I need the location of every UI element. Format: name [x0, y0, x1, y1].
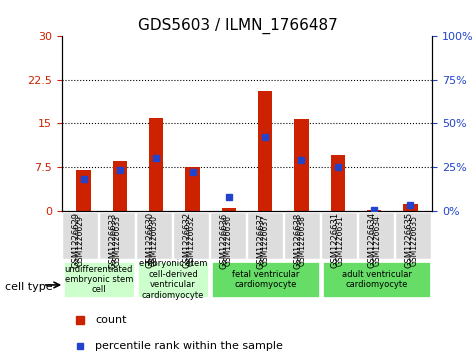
Text: GSM1226630: GSM1226630 [145, 212, 154, 269]
FancyBboxPatch shape [322, 213, 357, 258]
Text: adult ventricular
cardiomyocyte: adult ventricular cardiomyocyte [342, 270, 412, 289]
FancyBboxPatch shape [137, 213, 172, 258]
Bar [185, 167, 200, 211]
Bar [258, 91, 273, 211]
Bar [367, 210, 381, 211]
FancyBboxPatch shape [359, 213, 394, 258]
Text: GSM1226634: GSM1226634 [372, 215, 381, 266]
Text: GSM1226636: GSM1226636 [219, 212, 228, 269]
Text: cell type: cell type [5, 282, 52, 292]
FancyBboxPatch shape [138, 262, 208, 297]
Text: embryonic stem
cell-derived
ventricular
cardiomyocyte: embryonic stem cell-derived ventricular … [139, 260, 207, 299]
Text: GSM1226635: GSM1226635 [409, 215, 418, 266]
Text: GSM1226629: GSM1226629 [76, 215, 85, 266]
FancyBboxPatch shape [64, 262, 134, 297]
Bar [331, 155, 345, 211]
Bar [76, 170, 91, 211]
Text: GSM1226636: GSM1226636 [224, 215, 233, 266]
Text: count: count [95, 315, 127, 325]
Text: GSM1226631: GSM1226631 [331, 212, 340, 269]
Text: undifferentiated
embryonic stem
cell: undifferentiated embryonic stem cell [65, 265, 133, 294]
Text: GSM1226635: GSM1226635 [405, 212, 414, 269]
Text: GSM1226637: GSM1226637 [256, 212, 266, 269]
FancyBboxPatch shape [100, 213, 135, 258]
Text: GSM1226638: GSM1226638 [298, 215, 307, 266]
Text: GDS5603 / ILMN_1766487: GDS5603 / ILMN_1766487 [138, 18, 337, 34]
Bar [149, 118, 163, 211]
Text: fetal ventricular
cardiomyocyte: fetal ventricular cardiomyocyte [232, 270, 299, 289]
Text: GSM1226629: GSM1226629 [71, 212, 80, 268]
Text: GSM1226632: GSM1226632 [187, 215, 196, 266]
Bar [221, 208, 236, 211]
FancyBboxPatch shape [174, 213, 209, 258]
Text: GSM1226633: GSM1226633 [108, 212, 117, 269]
FancyBboxPatch shape [323, 262, 430, 297]
Text: GSM1226632: GSM1226632 [182, 212, 191, 269]
Bar [113, 161, 127, 211]
Text: GSM1226634: GSM1226634 [368, 212, 377, 269]
Text: GSM1226631: GSM1226631 [335, 215, 344, 266]
Bar [403, 204, 418, 211]
Bar [294, 119, 309, 211]
FancyBboxPatch shape [396, 213, 431, 258]
Text: GSM1226633: GSM1226633 [113, 215, 122, 266]
Text: percentile rank within the sample: percentile rank within the sample [95, 340, 283, 351]
FancyBboxPatch shape [63, 213, 98, 258]
FancyBboxPatch shape [285, 213, 320, 258]
Text: GSM1226630: GSM1226630 [150, 215, 159, 266]
Text: GSM1226637: GSM1226637 [261, 215, 270, 266]
FancyBboxPatch shape [211, 213, 246, 258]
FancyBboxPatch shape [212, 262, 319, 297]
FancyBboxPatch shape [248, 213, 283, 258]
Text: GSM1226638: GSM1226638 [294, 212, 303, 269]
